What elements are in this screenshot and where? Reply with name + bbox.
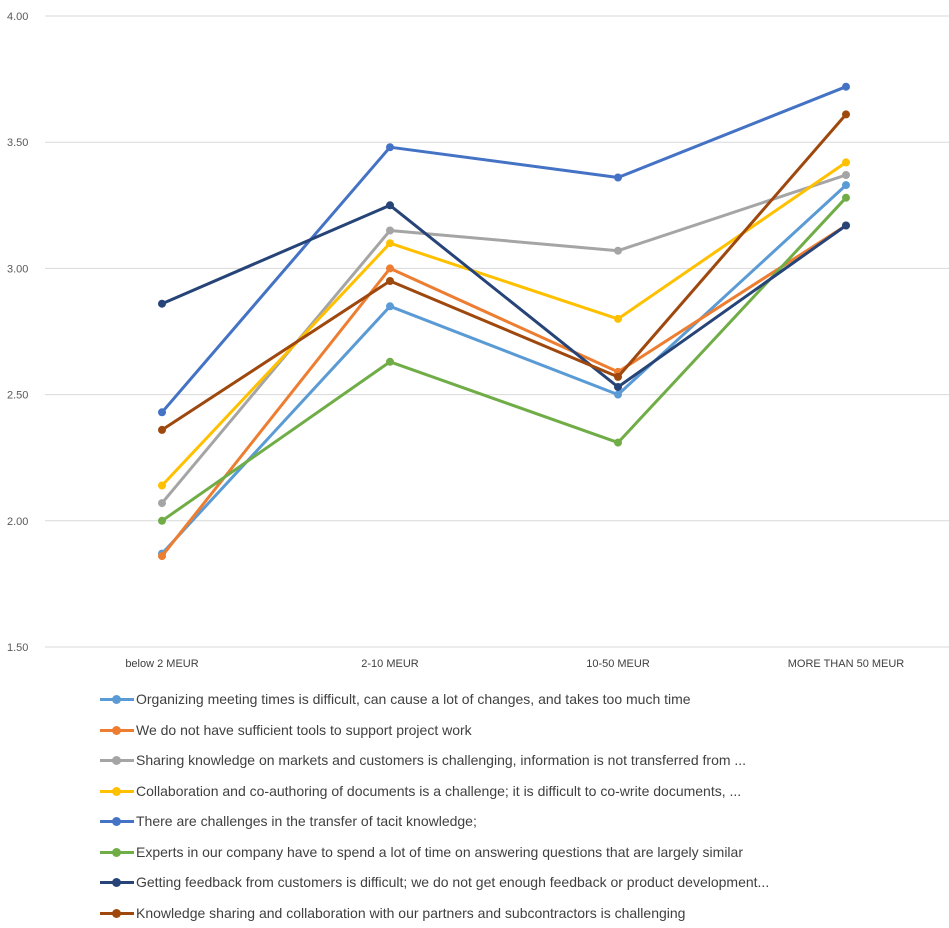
legend-swatch-marker bbox=[112, 695, 121, 704]
x-tick-label: 10-50 MEUR bbox=[586, 658, 650, 670]
x-tick-label: 2-10 MEUR bbox=[361, 658, 419, 670]
legend-swatch-marker bbox=[112, 817, 121, 826]
legend-swatch-marker bbox=[112, 909, 121, 918]
data-point bbox=[158, 482, 166, 490]
legend-label: We do not have sufficient tools to suppo… bbox=[136, 722, 472, 738]
y-tick-label: 3.50 bbox=[7, 137, 28, 149]
legend-item: There are challenges in the transfer of … bbox=[100, 806, 940, 837]
legend-item: We do not have sufficient tools to suppo… bbox=[100, 715, 940, 746]
data-point bbox=[386, 143, 394, 151]
data-point bbox=[386, 302, 394, 310]
data-point bbox=[842, 83, 850, 91]
legend-swatch bbox=[100, 724, 134, 736]
data-point bbox=[614, 373, 622, 381]
legend-swatch-marker bbox=[112, 848, 121, 857]
chart-legend: Organizing meeting times is difficult, c… bbox=[100, 684, 940, 928]
legend-item: Experts in our company have to spend a l… bbox=[100, 837, 940, 868]
legend-label: Knowledge sharing and collaboration with… bbox=[136, 905, 685, 921]
data-point bbox=[614, 315, 622, 323]
series-line bbox=[162, 198, 846, 521]
legend-item: Knowledge sharing and collaboration with… bbox=[100, 898, 940, 928]
legend-swatch bbox=[100, 693, 134, 705]
x-tick-label: MORE THAN 50 MEUR bbox=[788, 658, 905, 670]
legend-swatch bbox=[100, 785, 134, 797]
legend-swatch-marker bbox=[112, 756, 121, 765]
legend-label: There are challenges in the transfer of … bbox=[136, 813, 477, 829]
legend-swatch bbox=[100, 815, 134, 827]
legend-label: Sharing knowledge on markets and custome… bbox=[136, 752, 746, 768]
legend-swatch bbox=[100, 846, 134, 858]
y-tick-label: 2.00 bbox=[7, 516, 28, 528]
data-point bbox=[614, 391, 622, 399]
series-line bbox=[162, 175, 846, 503]
x-tick-label: below 2 MEUR bbox=[125, 658, 198, 670]
series-line bbox=[162, 226, 846, 557]
legend-item: Sharing knowledge on markets and custome… bbox=[100, 745, 940, 776]
legend-label: Collaboration and co-authoring of docume… bbox=[136, 783, 741, 799]
data-point bbox=[842, 222, 850, 230]
legend-swatch-marker bbox=[112, 787, 121, 796]
data-point bbox=[614, 247, 622, 255]
data-point bbox=[158, 499, 166, 507]
legend-label: Experts in our company have to spend a l… bbox=[136, 844, 743, 860]
data-point bbox=[386, 277, 394, 285]
data-point bbox=[842, 171, 850, 179]
data-point bbox=[614, 174, 622, 182]
data-point bbox=[842, 194, 850, 202]
data-point bbox=[158, 426, 166, 434]
data-point bbox=[158, 552, 166, 560]
y-tick-label: 3.00 bbox=[7, 263, 28, 275]
legend-item: Getting feedback from customers is diffi… bbox=[100, 867, 940, 898]
y-tick-label: 2.50 bbox=[7, 390, 28, 402]
series-line bbox=[162, 162, 846, 485]
data-point bbox=[614, 439, 622, 447]
data-point bbox=[842, 158, 850, 166]
y-tick-label: 4.00 bbox=[7, 11, 28, 23]
data-point bbox=[386, 201, 394, 209]
data-point bbox=[842, 110, 850, 118]
data-point bbox=[158, 517, 166, 525]
data-point bbox=[386, 239, 394, 247]
legend-swatch-marker bbox=[112, 878, 121, 887]
data-point bbox=[158, 408, 166, 416]
legend-swatch bbox=[100, 754, 134, 766]
legend-label: Getting feedback from customers is diffi… bbox=[136, 874, 769, 890]
legend-item: Collaboration and co-authoring of docume… bbox=[100, 776, 940, 807]
chart-plot: 1.50 2.00 2.50 3.00 3.50 4.00 below 2 MEUR 2-10… bbox=[0, 0, 949, 680]
y-tick-label: 1.50 bbox=[7, 642, 28, 654]
data-point bbox=[386, 264, 394, 272]
legend-swatch-marker bbox=[112, 726, 121, 735]
data-point bbox=[842, 181, 850, 189]
legend-swatch bbox=[100, 876, 134, 888]
data-point bbox=[158, 300, 166, 308]
legend-label: Organizing meeting times is difficult, c… bbox=[136, 691, 691, 707]
legend-item: Organizing meeting times is difficult, c… bbox=[100, 684, 940, 715]
data-point bbox=[614, 383, 622, 391]
data-point bbox=[386, 358, 394, 366]
data-point bbox=[386, 227, 394, 235]
